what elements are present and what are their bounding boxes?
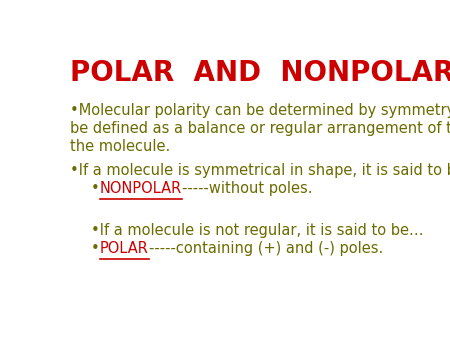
Text: POLAR  AND  NONPOLAR  MOLECULES: POLAR AND NONPOLAR MOLECULES [70,59,450,87]
Text: POLAR: POLAR [100,241,149,256]
Text: the molecule.: the molecule. [70,140,171,154]
Text: -----containing (+) and (-) poles.: -----containing (+) and (-) poles. [149,241,383,256]
Text: •Molecular polarity can be determined by symmetry. Symmetry can: •Molecular polarity can be determined by… [70,103,450,118]
Text: •If a molecule is not regular, it is said to be…: •If a molecule is not regular, it is sai… [91,223,423,238]
Text: •: • [91,241,100,256]
Text: •: • [91,181,100,196]
Text: NONPOLAR: NONPOLAR [100,181,182,196]
Text: •If a molecule is symmetrical in shape, it is said to be…: •If a molecule is symmetrical in shape, … [70,163,450,178]
Text: -----without poles.: -----without poles. [182,181,313,196]
Text: be defined as a balance or regular arrangement of the atoms within: be defined as a balance or regular arran… [70,121,450,136]
